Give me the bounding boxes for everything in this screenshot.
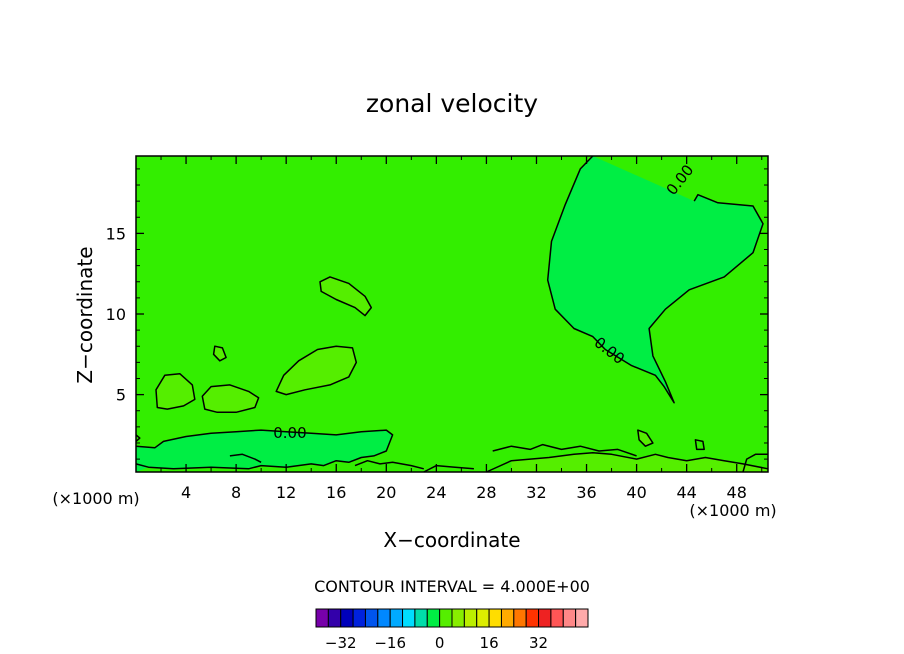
colorbar-bin xyxy=(550,608,564,628)
contour-surface-layer xyxy=(135,429,394,470)
colorbar-bin xyxy=(525,608,540,628)
colorbar-tick-label: −16 xyxy=(374,634,406,652)
x-tick-label: 32 xyxy=(526,483,546,502)
colorbar-bin xyxy=(364,608,379,628)
colorbar-tick-label: 32 xyxy=(529,634,548,652)
contour-west-edge xyxy=(135,434,141,442)
x-unit-left: (×1000 m) xyxy=(52,489,139,508)
contour-south-strip-2 xyxy=(492,443,637,457)
x-axis-label: X−coordinate xyxy=(383,528,520,552)
colorbar-bin xyxy=(414,608,428,628)
x-axis-ticks: 4 8 12 16 20 24 28 32 36 40 44 48 xyxy=(160,156,763,502)
contour-blob-1 xyxy=(319,276,373,317)
x-tick-label: 28 xyxy=(476,483,496,502)
colorbar xyxy=(315,608,589,628)
x-tick-label: 12 xyxy=(276,483,296,502)
colorbar-bin xyxy=(488,608,502,628)
colorbar-tick-label: 0 xyxy=(435,634,445,652)
x-tick-label: 20 xyxy=(376,483,396,502)
colorbar-bin xyxy=(377,608,391,628)
colorbar-tick-labels: −32 −16 0 16 32 xyxy=(325,634,548,652)
y-tick-label: 15 xyxy=(106,224,126,243)
colorbar-bin xyxy=(327,608,342,628)
x-tick-label: 24 xyxy=(426,483,446,502)
contour-fill-regions xyxy=(136,156,768,472)
colorbar-bin xyxy=(463,608,478,628)
x-tick-label: 48 xyxy=(727,483,747,502)
contour-blob-4 xyxy=(201,384,260,414)
colorbar-bin xyxy=(476,608,490,628)
contour-lines xyxy=(135,155,769,473)
colorbar-bin xyxy=(315,608,329,628)
colorbar-bin xyxy=(538,608,552,628)
region-positive-blob-1 xyxy=(320,276,372,316)
y-tick-label: 5 xyxy=(116,386,126,405)
x-tick-label: 16 xyxy=(326,483,346,502)
contour-surface-bits-3 xyxy=(423,464,474,473)
colorbar-bin xyxy=(402,608,416,628)
colorbar-title: CONTOUR INTERVAL = 4.000E+00 xyxy=(314,577,590,596)
contour-south-patch-2 xyxy=(694,439,705,451)
colorbar-bin xyxy=(513,608,527,628)
x-tick-label: 8 xyxy=(231,483,241,502)
x-unit-right: (×1000 m) xyxy=(689,501,776,520)
colorbar-bin xyxy=(451,608,465,628)
x-tick-label: 4 xyxy=(181,483,191,502)
contour-south-strip xyxy=(486,451,769,473)
contour-label: 0.00 xyxy=(273,424,306,442)
colorbar-bin xyxy=(426,608,441,628)
colorbar-tick-label: 16 xyxy=(480,634,499,652)
colorbar-bin xyxy=(439,608,453,628)
colorbar-bin xyxy=(352,608,366,628)
colorbar-bin xyxy=(575,608,589,628)
colorbar-tick-label: −32 xyxy=(325,634,357,652)
contour-surface-bits xyxy=(229,453,262,463)
region-positive-blob-2 xyxy=(276,346,357,395)
y-axis-label: Z−coordinate xyxy=(73,246,97,383)
x-tick-label: 40 xyxy=(626,483,646,502)
y-tick-label: 10 xyxy=(106,305,126,324)
chart-title: zonal velocity xyxy=(366,89,538,118)
y-axis-ticks: 5 10 15 xyxy=(106,168,768,460)
region-positive-blob-3 xyxy=(156,373,195,410)
contour-blob-2 xyxy=(275,345,358,396)
x-tick-label: 36 xyxy=(576,483,596,502)
colorbar-bin xyxy=(500,608,515,628)
contour-east-edge xyxy=(742,453,768,473)
contour-blob-5 xyxy=(212,345,227,362)
colorbar-bin xyxy=(389,608,404,628)
colorbar-bin xyxy=(562,608,577,628)
region-positive-strip-south xyxy=(511,452,768,472)
contour-blob-3 xyxy=(155,372,196,410)
contour-surface-bits-2 xyxy=(354,459,424,470)
colorbar-bin xyxy=(340,608,354,628)
contour-south-patch xyxy=(637,429,654,447)
x-tick-label: 44 xyxy=(676,483,696,502)
region-negative-layer-near-surface xyxy=(136,430,393,472)
region-positive-blob-4 xyxy=(202,384,259,413)
contour-east-jet xyxy=(546,155,764,404)
region-negative-jet-east xyxy=(547,156,763,403)
